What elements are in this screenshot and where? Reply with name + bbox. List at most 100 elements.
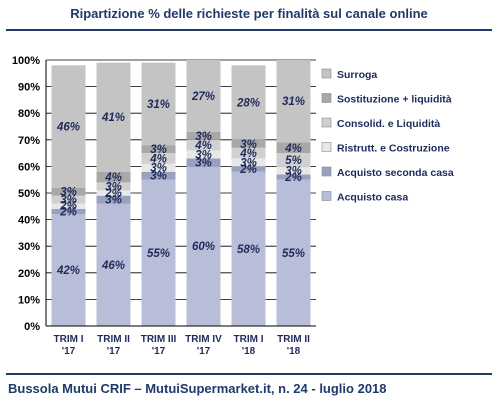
data-label: 4% [239,148,257,160]
bar-segment [186,131,221,140]
data-labels-layer: 42%46%2%2%3%3%46%41%3%2%3%4%55%31%3%3%4%… [56,91,305,277]
data-label: 2% [284,172,302,184]
bar-segment [96,171,131,183]
data-label: 55% [282,248,305,260]
bar-segment [276,174,311,180]
bar-segment [141,62,176,146]
data-label: 60% [192,241,215,253]
data-label: 3% [195,131,212,143]
data-label: 3% [105,195,122,207]
y-tick-label: 70% [18,135,40,147]
data-label: 46% [56,122,80,134]
bar-segment [141,171,176,180]
y-tick-label: 20% [18,268,40,280]
data-label: 27% [191,91,215,103]
data-label: 2% [59,207,77,219]
bar-segment [96,190,131,196]
data-label: 3% [150,163,167,175]
legend-label: Consolid. e Liquidità [337,118,440,130]
x-tick-label: TRIM IV [185,334,222,345]
data-label: 28% [236,98,260,110]
bar-segment [186,150,221,159]
data-label: 3% [150,171,167,183]
legend-swatch [321,93,332,103]
bar-segment [51,65,86,188]
bar-segment [231,158,266,167]
bar-segment [231,139,266,148]
legend: Surroga Sostituzione + liquidità Consolid.… [321,68,454,204]
grid-layer [46,59,316,327]
bar-segment [231,166,266,172]
x-tick-label-year: '18 [287,346,301,357]
data-label: 41% [101,112,125,124]
x-tick-label: TRIM II [277,334,310,345]
data-label: 5% [285,155,302,167]
bar-segment [51,208,86,215]
y-tick-label: 30% [18,241,40,253]
data-label: 2% [239,164,257,176]
bar-segment [51,187,86,196]
y-tick-label: 40% [18,215,40,227]
legend-label: Acquisto seconda casa [337,167,454,179]
data-label: 2% [104,188,122,200]
bar-segment [231,65,266,140]
chart-title: Ripartizione % delle richieste per final… [70,6,428,21]
x-tick-label: TRIM I [54,334,84,345]
data-label: 3% [195,157,212,169]
data-label: 4% [149,153,167,165]
bar-segment [186,60,221,132]
legend-label: Sostituzione + liquidità [337,94,452,106]
data-label: 58% [237,244,260,256]
bar-segment [231,171,266,326]
y-tick-label: 80% [18,108,40,120]
data-label: 3% [60,195,77,207]
x-tick-label-year: '17 [197,346,211,357]
data-label: 4% [284,143,302,155]
y-tick-label: 60% [18,161,40,173]
data-label: 3% [240,157,257,169]
data-label: 46% [101,260,125,272]
y-tick-label: 0% [24,321,40,333]
x-tick-label-year: '17 [62,346,76,357]
data-label: 3% [195,149,212,161]
bar-segment [51,214,86,326]
data-label: 42% [56,265,80,277]
data-label: 4% [104,172,122,184]
bar-segment [276,153,311,167]
x-tick-label: TRIM I [234,334,264,345]
x-tick-label-year: '18 [242,346,256,357]
legend-swatch [321,142,332,152]
bar-segment [96,182,131,191]
bars-layer [51,60,311,326]
bar-segment [276,60,311,143]
data-label: 4% [194,140,212,152]
bar-segment [51,203,86,209]
x-tick-label-year: '17 [107,346,121,357]
footer-divider [6,373,492,375]
y-tick-label: 90% [18,82,40,94]
bar-segment [186,139,221,151]
axis-layer: 0%10%20%30%40%50%60%70%80%90%100%TRIM I'… [12,55,316,357]
legend-swatch [321,166,332,177]
data-label: 31% [282,96,305,108]
y-tick-label: 10% [18,294,40,306]
data-label: 55% [147,248,170,260]
data-label: 3% [240,139,257,151]
data-label: 2% [59,201,77,213]
data-label: 3% [60,187,77,199]
bar-segment [186,158,221,167]
legend-label: Acquisto casa [337,192,408,204]
bar-segment [96,195,131,204]
legend-swatch [321,117,332,128]
bar-segment [141,179,176,326]
data-label: 31% [147,99,170,111]
bar-segment [276,166,311,175]
legend-label: Surroga [337,69,377,81]
x-tick-label-year: '17 [152,346,166,357]
data-label: 3% [150,144,167,156]
bar-segment [141,145,176,154]
legend-swatch [321,68,332,79]
bar-segment [231,147,266,159]
legend-swatch [321,191,332,201]
stacked-bar-chart: 42%46%2%2%3%3%46%41%3%2%3%4%55%31%3%3%4%… [12,55,454,357]
